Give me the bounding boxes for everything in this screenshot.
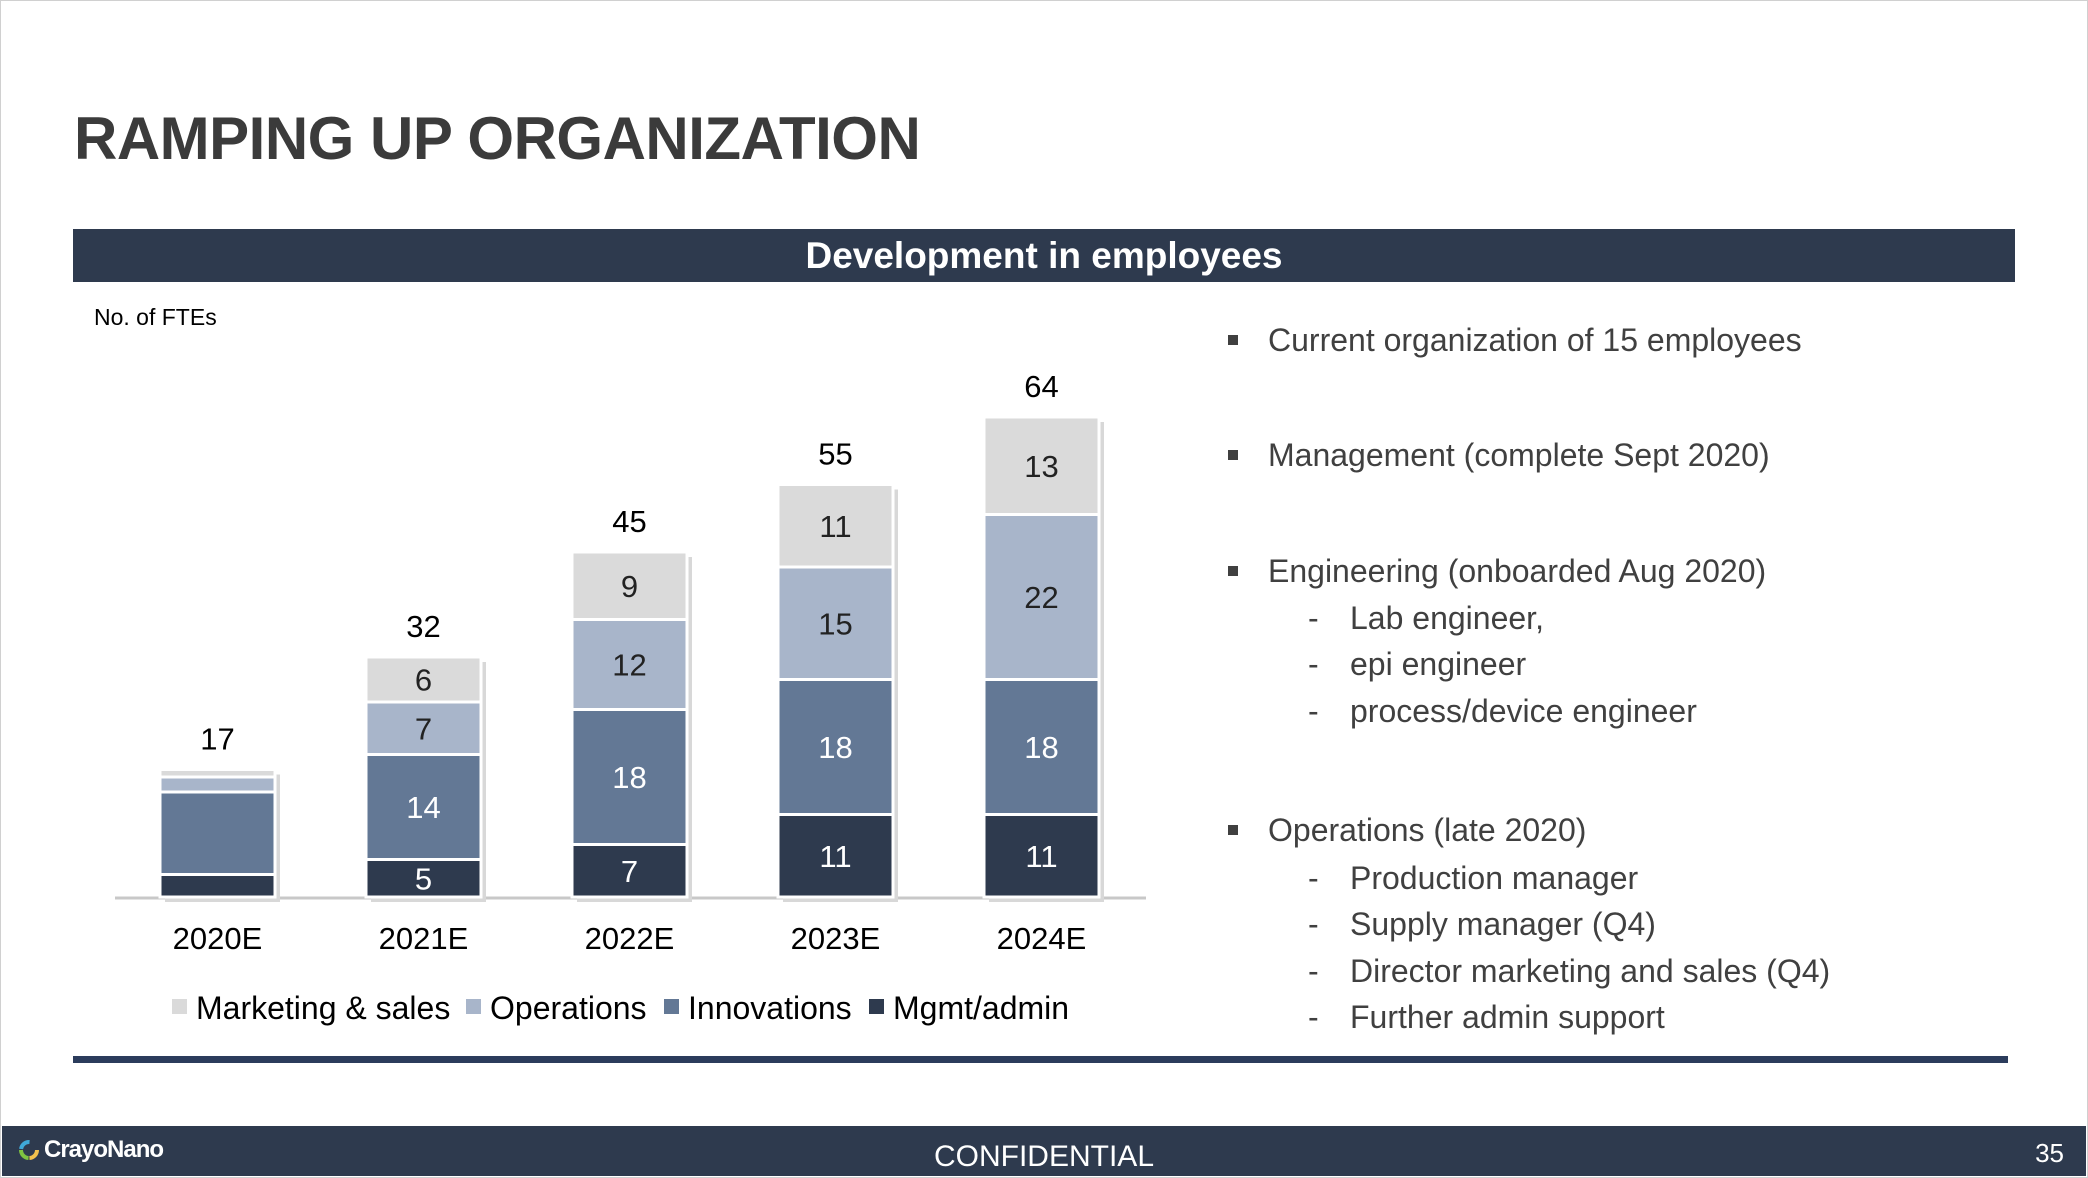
sub-bullet-text: Production manager bbox=[1350, 860, 1639, 896]
bar-value-label: 14 bbox=[406, 790, 440, 825]
x-tick-label: 2024E bbox=[997, 921, 1087, 956]
bar-value-label: 18 bbox=[612, 760, 646, 795]
legend-label: Marketing & sales bbox=[196, 990, 450, 1026]
bar-segment bbox=[158, 873, 277, 899]
sub-bullet-text: Lab engineer, bbox=[1350, 600, 1544, 636]
bar-value-label: 6 bbox=[415, 663, 432, 698]
bar-value-label: 7 bbox=[415, 711, 432, 746]
crayonano-logo-icon bbox=[19, 1140, 39, 1160]
bar-segment bbox=[776, 483, 895, 569]
x-tick-label: 2021E bbox=[379, 921, 469, 956]
page-number: 35 bbox=[2035, 1138, 2064, 1168]
bullet-text: Engineering (onboarded Aug 2020) bbox=[1268, 553, 1767, 589]
bar-total-label: 32 bbox=[406, 609, 440, 644]
bar-value-label: 18 bbox=[1024, 730, 1058, 765]
confidential-label: CONFIDENTIAL bbox=[933, 1140, 1155, 1173]
bar-total-label: 64 bbox=[1024, 369, 1058, 404]
sub-bullet-item: - Director marketing and sales (Q4) bbox=[1308, 953, 1831, 989]
bullet-item: Engineering (onboarded Aug 2020) bbox=[1228, 553, 1766, 590]
slide-title: RAMPING UP ORGANIZATION bbox=[74, 105, 921, 172]
bar-segment bbox=[982, 513, 1101, 681]
bullet-square-icon bbox=[1228, 824, 1238, 835]
bar-segment bbox=[364, 753, 483, 861]
sub-bullet-text: Supply manager (Q4) bbox=[1350, 906, 1656, 942]
bar-segment bbox=[982, 678, 1101, 816]
bar-total-label: 55 bbox=[818, 437, 852, 472]
bar-total-label: 17 bbox=[200, 722, 234, 757]
x-tick-label: 2023E bbox=[791, 921, 881, 956]
bar-total-label: 45 bbox=[612, 504, 646, 539]
bullet-square-icon bbox=[1228, 334, 1238, 345]
x-tick-label: 2020E bbox=[173, 921, 263, 956]
bar-segment bbox=[570, 550, 689, 621]
x-tick-label: 2022E bbox=[585, 921, 675, 956]
bar-value-label: 12 bbox=[612, 648, 646, 683]
sub-bullet-item: - epi engineer bbox=[1308, 646, 1527, 682]
bullet-square-icon bbox=[1228, 449, 1238, 460]
bar-segment bbox=[364, 655, 483, 704]
bar-segment bbox=[776, 565, 895, 681]
bar-value-label: 7 bbox=[621, 854, 638, 889]
bar-segment bbox=[158, 790, 277, 876]
legend-swatch bbox=[664, 999, 679, 1014]
bar-value-label: 22 bbox=[1024, 580, 1058, 615]
sub-bullet-item: - Further admin support bbox=[1308, 999, 1665, 1035]
bar-value-label: 9 bbox=[621, 569, 638, 604]
bar-segment bbox=[158, 768, 277, 779]
bar-value-label: 11 bbox=[819, 509, 851, 544]
bullet-item: Management (complete Sept 2020) bbox=[1228, 437, 1770, 474]
section-header: Development in employees bbox=[73, 229, 2015, 282]
bar-value-label: 11 bbox=[819, 839, 851, 874]
footer-bar: CrayoNano CONFIDENTIAL 35 bbox=[2, 1126, 2086, 1176]
bullet-text: Management (complete Sept 2020) bbox=[1268, 437, 1770, 473]
bar-value-label: 15 bbox=[818, 606, 852, 641]
bar-segment bbox=[570, 618, 689, 711]
sub-bullet-item: - Supply manager (Q4) bbox=[1308, 906, 1656, 942]
sub-bullet-item: - Lab engineer, bbox=[1308, 600, 1544, 636]
bar-segment bbox=[570, 708, 689, 846]
company-logo: CrayoNano bbox=[18, 1136, 164, 1164]
sub-bullet-text: Further admin support bbox=[1350, 999, 1665, 1035]
bullet-item: Current organization of 15 employees bbox=[1228, 322, 1802, 359]
legend-label: Operations bbox=[490, 990, 647, 1026]
bar-segment bbox=[982, 415, 1101, 516]
sub-bullet-text: Director marketing and sales (Q4) bbox=[1350, 953, 1831, 989]
bullet-square-icon bbox=[1228, 565, 1238, 576]
bar-value-label: 11 bbox=[1025, 839, 1057, 874]
bullet-text: Current organization of 15 employees bbox=[1268, 322, 1802, 358]
bar-value-label: 13 bbox=[1024, 449, 1058, 484]
bar-value-label: 18 bbox=[818, 730, 852, 765]
bottom-divider bbox=[73, 1056, 2008, 1063]
bar-segment bbox=[158, 775, 277, 794]
legend-label: Innovations bbox=[688, 990, 852, 1026]
legend-swatch bbox=[172, 999, 187, 1014]
bar-segment bbox=[364, 700, 483, 756]
employee-stacked-bar-chart: 17 2020E 5 14 7 6 32 2021E 7 18 12 9 45 2022E 11 18 15 11… bbox=[115, 369, 1146, 1026]
logo-text: CrayoNano bbox=[44, 1136, 164, 1163]
bar-segment bbox=[776, 678, 895, 816]
bullet-item: Operations (late 2020) bbox=[1228, 812, 1586, 849]
bar-value-label: 5 bbox=[415, 861, 432, 896]
legend-label: Mgmt/admin bbox=[893, 990, 1069, 1026]
bar-segment bbox=[982, 813, 1101, 899]
legend-swatch bbox=[869, 999, 884, 1014]
sub-bullet-text: process/device engineer bbox=[1350, 693, 1697, 729]
bullet-text: Operations (late 2020) bbox=[1268, 812, 1587, 848]
legend-swatch bbox=[466, 999, 481, 1014]
sub-bullet-item: - Production manager bbox=[1308, 860, 1639, 896]
sub-bullet-item: - process/device engineer bbox=[1308, 693, 1697, 729]
chart-unit-label: No. of FTEs bbox=[94, 304, 217, 330]
sub-bullet-text: epi engineer bbox=[1350, 646, 1527, 682]
